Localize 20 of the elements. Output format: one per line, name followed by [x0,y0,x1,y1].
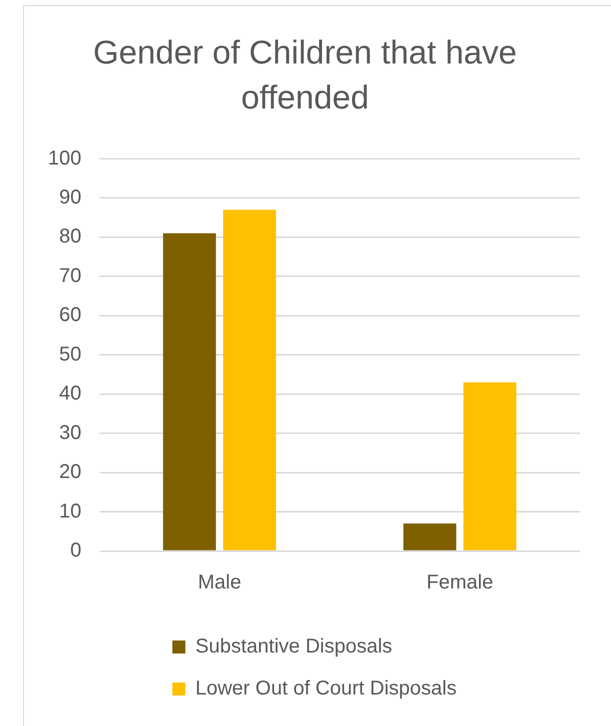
bar [463,382,516,550]
y-tick-label: 60 [59,304,82,326]
y-tick-label: 40 [59,382,82,405]
bar [403,524,456,550]
x-tick-label: Male [198,572,242,594]
y-tick-label: 100 [48,147,82,170]
y-tick-label: 30 [59,422,82,444]
legend-label: Lower Out of Court Disposals [195,678,457,700]
bar [223,210,276,550]
y-tick-label: 20 [59,461,82,484]
chart-title: Gender of Children that have offended [93,34,517,116]
y-tick-label: 0 [70,540,82,562]
y-tick-label: 80 [59,226,82,248]
y-tick-label: 90 [59,186,82,208]
y-tick-label: 70 [59,264,82,287]
legend-label: Substantive Disposals [195,636,392,658]
y-tick-label: 10 [59,500,82,522]
x-tick-label: Female [426,572,494,594]
bar [163,233,216,550]
y-tick-label: 50 [59,343,82,366]
